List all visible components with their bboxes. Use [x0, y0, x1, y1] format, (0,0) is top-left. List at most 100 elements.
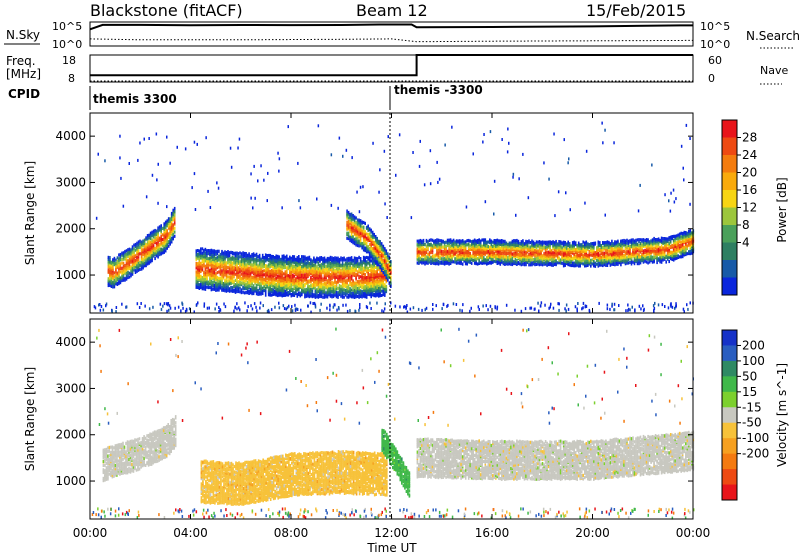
range-gate-cell: [270, 254, 273, 258]
range-gate-cell: [479, 255, 482, 260]
range-gate-cell: [166, 240, 168, 244]
range-gate-cell: [476, 247, 479, 251]
range-gate-cell: [361, 234, 363, 238]
range-gate-cell: [390, 283, 392, 287]
range-gate-cell: [481, 255, 483, 259]
range-gate-cell: [260, 284, 262, 288]
range-gate-cell: [152, 252, 155, 256]
range-gate-cell: [257, 264, 259, 268]
range-gate-cell: [230, 270, 232, 275]
range-gate-cell: [505, 248, 508, 252]
range-gate-cell: [255, 273, 258, 277]
range-gate-cell: [281, 294, 284, 298]
range-gate-cell: [122, 264, 125, 269]
range-gate-cell: [504, 262, 506, 266]
range-gate-cell: [495, 257, 497, 261]
range-gate-cell: [347, 265, 350, 269]
range-gate-cell: [338, 284, 341, 288]
range-gate-cell: [109, 259, 111, 264]
range-gate-cell: [304, 282, 306, 287]
range-gate-cell: [440, 239, 443, 243]
range-gate-cell: [218, 281, 220, 285]
range-gate-cell: [216, 262, 219, 266]
range-gate-cell: [233, 251, 235, 255]
range-gate-cell: [385, 261, 388, 265]
range-gate-cell: [137, 251, 140, 255]
range-gate-cell: [254, 270, 256, 275]
range-gate-cell: [242, 262, 244, 266]
range-gate-cell: [584, 241, 586, 245]
range-gate-cell: [264, 289, 267, 293]
range-gate-cell: [127, 263, 129, 267]
range-gate-cell: [273, 268, 276, 272]
range-gate-cell: [145, 251, 147, 255]
range-gate-cell: [231, 288, 234, 292]
range-gate-cell: [461, 239, 464, 243]
range-gate-cell: [293, 259, 296, 263]
range-gate-cell: [359, 275, 362, 279]
range-gate-cell: [344, 274, 347, 278]
range-gate-cell: [201, 260, 204, 264]
range-gate-cell: [245, 263, 247, 267]
range-gate-cell: [605, 248, 607, 252]
range-gate-cell: [454, 242, 456, 247]
range-gate-cell: [155, 229, 158, 233]
range-gate-cell: [225, 264, 228, 268]
range-gate-cell: [379, 254, 381, 258]
range-gate-cell: [531, 258, 533, 262]
range-gate-cell: [209, 279, 211, 283]
range-gate-cell: [206, 262, 208, 267]
range-gate-cell: [355, 234, 357, 238]
range-gate-cell: [166, 229, 168, 233]
range-gate-cell: [172, 232, 174, 236]
range-gate-cell: [373, 273, 375, 277]
range-gate-cell: [470, 261, 473, 265]
range-gate-cell: [373, 270, 375, 274]
range-gate-cell: [311, 283, 314, 287]
range-gate-cell: [431, 258, 434, 262]
noise-panel-frame: [89, 21, 694, 47]
range-gate-cell: [470, 256, 473, 260]
range-gate-cell: [167, 221, 170, 226]
range-gate-cell: [161, 250, 164, 254]
range-gate-cell: [323, 293, 326, 297]
range-gate-cell: [362, 255, 365, 259]
range-gate-cell: [307, 270, 309, 274]
range-gate-cell: [227, 270, 229, 274]
range-gate-cell: [121, 266, 123, 270]
range-gate-cell: [317, 271, 320, 275]
range-gate-cell: [529, 251, 532, 255]
range-gate-cell: [359, 260, 362, 264]
range-gate-cell: [532, 247, 535, 251]
range-gate-cell: [492, 249, 494, 253]
range-gate-cell: [362, 244, 365, 248]
range-gate-cell: [239, 280, 241, 284]
range-gate-cell: [341, 279, 344, 283]
range-gate-cell: [540, 262, 542, 266]
range-gate-cell: [293, 264, 296, 268]
range-gate-cell: [362, 293, 365, 298]
range-gate-cell: [161, 226, 164, 230]
range-gate-cell: [137, 240, 140, 244]
range-gate-cell: [362, 286, 365, 290]
range-gate-cell: [148, 235, 150, 239]
range-gate-cell: [376, 257, 378, 261]
range-gate-cell: [535, 243, 538, 247]
range-gate-cell: [358, 262, 360, 266]
range-gate-cell: [279, 273, 282, 277]
range-gate-cell: [338, 262, 341, 266]
range-gate-cell: [272, 284, 274, 288]
range-gate-cell: [224, 278, 226, 282]
range-gate-cell: [479, 239, 482, 243]
range-gate-cell: [325, 281, 327, 285]
range-gate-cell: [281, 274, 284, 279]
range-gate-cell: [140, 240, 143, 244]
range-gate-cell: [234, 287, 237, 291]
range-gate-cell: [617, 258, 619, 262]
range-gate-cell: [552, 255, 554, 259]
range-gate-cell: [163, 239, 165, 243]
range-gate-cell: [314, 263, 317, 267]
range-gate-cell: [418, 256, 420, 260]
range-gate-cell: [230, 286, 232, 290]
range-gate-cell: [125, 258, 128, 262]
